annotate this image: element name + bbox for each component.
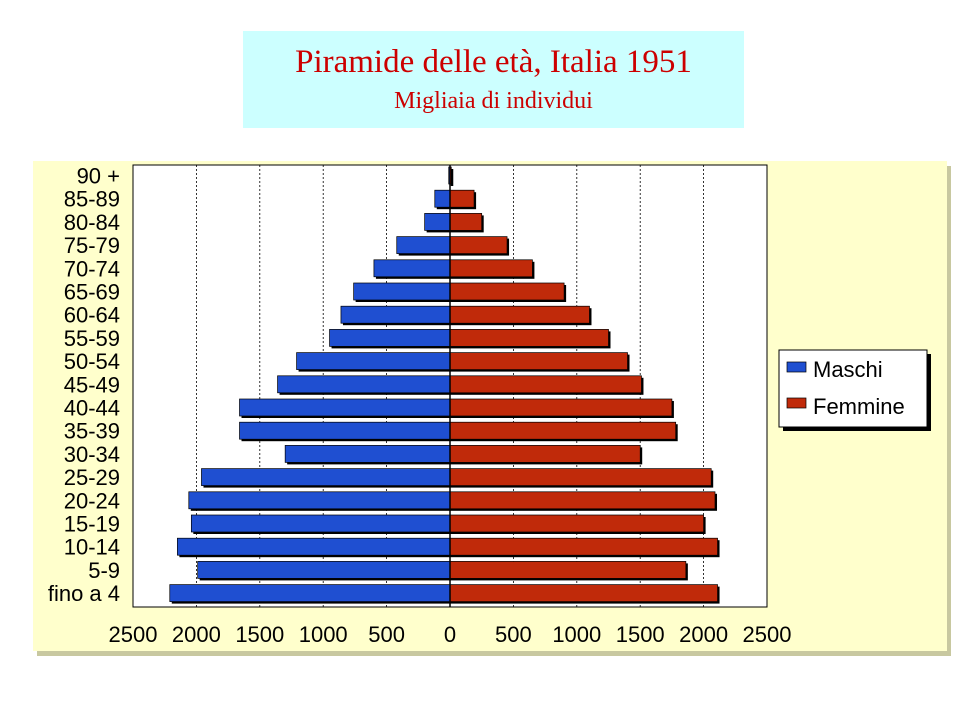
bar-femmine-5: [449, 282, 565, 301]
bar-femmine-4: [449, 259, 533, 278]
bar-maschi-10: [239, 398, 451, 417]
bar-maschi-7: [329, 329, 451, 347]
bar-femmine-16: [449, 537, 718, 556]
bar-maschi-9: [277, 375, 451, 394]
bar-femmine-15: [449, 514, 704, 533]
bar-femmine-8: [449, 352, 628, 370]
legend-swatch-femmine: [786, 397, 807, 409]
chart-title-box: Piramide delle età, Italia 1951 Migliaia…: [243, 31, 744, 128]
bar-femmine-14: [449, 491, 716, 510]
legend: Maschi Femmine: [778, 349, 931, 431]
x-tick-label: 1500: [616, 622, 665, 647]
bar-femmine-13: [449, 468, 712, 486]
chart-title: Piramide delle età, Italia 1951: [295, 44, 692, 80]
x-tick-label: 2000: [679, 622, 728, 647]
y-tick-label: 35-39: [64, 419, 120, 444]
chart-subtitle: Migliaia di individui: [394, 88, 593, 114]
bar-femmine-2: [449, 213, 483, 231]
y-tick-label: 65-69: [64, 280, 120, 305]
legend-label-maschi: Maschi: [813, 357, 883, 382]
y-tick-labels: 90 +85-8980-8475-7970-7465-6960-6455-595…: [48, 164, 120, 607]
bar-maschi-3: [396, 236, 451, 254]
y-tick-label: 75-79: [64, 233, 120, 258]
x-tick-label: 2000: [172, 622, 221, 647]
bar-maschi-15: [190, 514, 451, 533]
y-tick-label: 30-34: [64, 442, 120, 467]
y-tick-label: 55-59: [64, 326, 120, 351]
bar-maschi-14: [188, 491, 451, 510]
bar-femmine-10: [449, 398, 673, 417]
bar-maschi-18: [169, 584, 451, 602]
y-tick-label: 20-24: [64, 488, 120, 513]
bar-maschi-2: [424, 213, 451, 231]
y-tick-label: 40-44: [64, 396, 120, 421]
bar-maschi-1: [434, 189, 451, 208]
bar-femmine-12: [449, 445, 641, 463]
bar-femmine-6: [449, 305, 590, 324]
bar-maschi-4: [373, 259, 451, 278]
x-tick-label: 2500: [109, 622, 158, 647]
bar-maschi-11: [239, 421, 451, 440]
bar-maschi-5: [353, 282, 451, 301]
x-tick-label: 1000: [552, 622, 601, 647]
bar-maschi-8: [296, 352, 451, 370]
y-tick-label: fino a 4: [48, 581, 120, 606]
x-tick-label: 500: [368, 622, 405, 647]
x-tick-label: 1000: [299, 622, 348, 647]
bar-femmine-7: [449, 329, 609, 347]
legend-swatch-maschi: [786, 361, 807, 373]
bar-femmine-18: [449, 584, 718, 602]
bar-maschi-6: [340, 305, 451, 324]
y-tick-label: 85-89: [64, 187, 120, 212]
bar-femmine-9: [449, 375, 642, 394]
bar-maschi-13: [201, 468, 451, 486]
x-tick-label: 0: [444, 622, 456, 647]
bar-maschi-12: [284, 445, 451, 463]
x-tick-labels: 2500 2000 1500 1000 500 0 500 1000 1500 2000 2500: [109, 622, 792, 647]
y-tick-label: 15-19: [64, 512, 120, 537]
bar-shadow: [452, 169, 454, 186]
x-tick-label: 1500: [235, 622, 284, 647]
y-tick-label: 25-29: [64, 465, 120, 490]
y-tick-label: 90 +: [77, 164, 120, 189]
legend-label-femmine: Femmine: [813, 394, 905, 419]
bar-femmine-11: [449, 421, 677, 440]
y-tick-label: 45-49: [64, 372, 120, 397]
bar-femmine-17: [449, 561, 687, 579]
y-tick-label: 60-64: [64, 303, 120, 328]
bar-femmine-3: [449, 236, 508, 254]
y-tick-label: 70-74: [64, 256, 120, 281]
bar-maschi-16: [177, 537, 451, 556]
x-tick-label: 2500: [743, 622, 792, 647]
y-tick-label: 50-54: [64, 349, 120, 374]
bar-femmine-1: [449, 189, 475, 208]
y-tick-label: 10-14: [64, 535, 120, 560]
x-tick-label: 500: [495, 622, 532, 647]
y-tick-label: 5-9: [88, 558, 120, 583]
bar-maschi-17: [197, 561, 451, 579]
y-tick-label: 80-84: [64, 210, 120, 235]
